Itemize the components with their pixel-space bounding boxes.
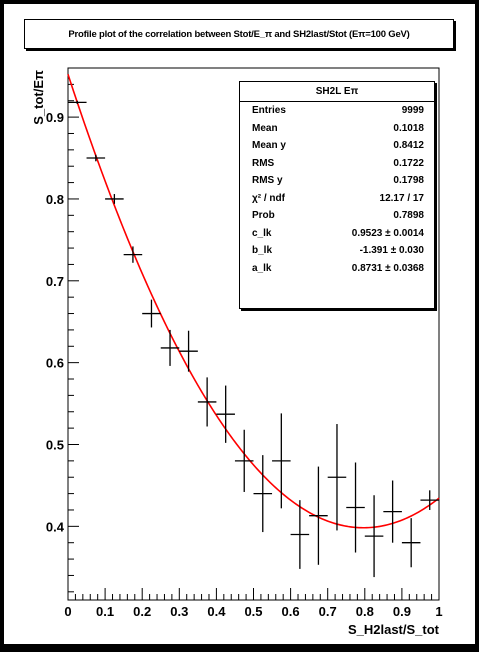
profile-point (86, 154, 106, 162)
stats-value: 0.8412 (393, 140, 424, 152)
bottom-strip (0, 644, 479, 652)
x-tick-label: 1 (435, 604, 442, 619)
plot-title: Profile plot of the correlation between … (24, 19, 454, 49)
profile-point (234, 429, 254, 492)
stats-row: c_lk 0.9523 ± 0.0014 (240, 225, 434, 243)
profile-point (364, 495, 384, 578)
profile-point (327, 424, 347, 531)
profile-point (123, 246, 143, 263)
profile-point (160, 329, 180, 366)
axis-ticks (67, 67, 440, 600)
x-tick-label: 0.2 (133, 604, 151, 619)
y-tick-label: 0.7 (46, 274, 64, 289)
stats-row: Mean 0.1018 (240, 120, 434, 138)
x-tick-label: 0.4 (207, 604, 226, 619)
x-tick-label: 0.8 (356, 604, 374, 619)
x-tick-label: 0.9 (393, 604, 411, 619)
tick-labels: 0 0.1 0.2 0.3 0.4 0.5 0.6 0.7 0.8 0.9 1 0.4 0.5 0.6 0.… (46, 110, 443, 619)
stats-value: 0.8731 ± 0.0368 (351, 262, 424, 274)
stats-label: χ² / ndf (252, 192, 285, 204)
x-tick-label: 0.5 (244, 604, 262, 619)
stats-label: Prob (252, 210, 275, 222)
x-tick-label: 0.1 (96, 604, 114, 619)
x-tick-label: 0.7 (319, 604, 337, 619)
stats-row: RMS 0.1722 (240, 155, 434, 173)
profile-point (309, 466, 328, 565)
x-tick-label: 0 (64, 604, 71, 619)
stats-label: Entries (252, 105, 286, 117)
y-tick-label: 0.5 (46, 437, 64, 452)
stats-row: RMS y 0.1798 (240, 172, 434, 190)
stats-row: a_lk 0.8731 ± 0.0368 (240, 260, 434, 278)
stats-row: Prob 0.7898 (240, 207, 434, 225)
profile-point (346, 462, 365, 553)
stats-label: c_lk (252, 227, 272, 239)
stats-row: Entries 9999 (240, 102, 434, 120)
y-tick-label: 0.4 (46, 519, 65, 534)
stats-row: χ² / ndf 12.17 / 17 (240, 190, 434, 208)
x-axis-label: S_H2last/S_tot (348, 622, 440, 637)
x-tick-label: 0.3 (170, 604, 188, 619)
stats-value: 12.17 / 17 (379, 192, 424, 204)
stats-label: Mean (252, 122, 278, 134)
stats-label: RMS y (252, 175, 283, 187)
y-tick-label: 0.9 (46, 110, 64, 125)
stats-label: Mean y (252, 140, 286, 152)
profile-point (290, 500, 310, 569)
stats-value: -1.391 ± 0.030 (359, 245, 424, 257)
profile-point (197, 377, 217, 427)
profile-point (142, 299, 161, 328)
stats-row: b_lk -1.391 ± 0.030 (240, 242, 434, 260)
stats-value: 0.1018 (393, 122, 424, 134)
profile-point (272, 413, 291, 509)
stats-value: 0.7898 (393, 210, 424, 222)
y-tick-label: 0.6 (46, 356, 64, 371)
y-axis-label: S_tot/Eπ (31, 70, 46, 125)
profile-point (383, 480, 402, 543)
data-points (68, 100, 439, 578)
stats-label: b_lk (252, 245, 273, 257)
fit-curve (67, 74, 440, 529)
stats-label: a_lk (252, 262, 272, 274)
stats-value: 0.1722 (393, 157, 424, 169)
stats-header: SH2L Eπ (240, 82, 434, 102)
profile-point (401, 518, 421, 568)
stats-rows: Entries 9999 Mean 0.1018 Mean y 0.8412 RMS 0.17… (240, 102, 434, 277)
stats-label: RMS (252, 157, 275, 169)
profile-point (179, 330, 198, 372)
profile-point (216, 385, 235, 443)
profile-point (68, 100, 87, 105)
profile-point (105, 194, 124, 204)
y-tick-label: 0.8 (46, 192, 64, 207)
x-tick-label: 0.6 (282, 604, 300, 619)
stats-row: Mean y 0.8412 (240, 137, 434, 155)
profile-point (420, 490, 439, 510)
profile-point (253, 455, 273, 533)
stats-value: 0.9523 ± 0.0014 (351, 227, 424, 239)
stats-value: 9999 (401, 105, 424, 117)
stats-box: SH2L Eπ Entries 9999 Mean 0.1018 Mean y 0.841… (239, 81, 435, 309)
stats-value: 0.1798 (393, 175, 424, 187)
